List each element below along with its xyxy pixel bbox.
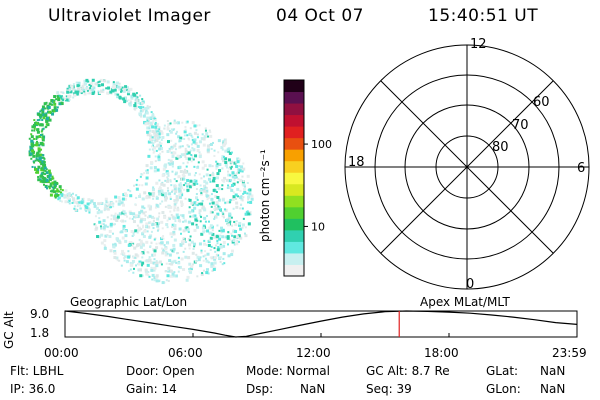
colorbar-segment xyxy=(284,91,304,104)
y-tick-bottom: 1.8 xyxy=(30,326,50,340)
gain-status: Gain: 14 xyxy=(126,382,177,396)
auroral-image xyxy=(28,78,254,285)
y-tick-top: 9.0 xyxy=(30,307,50,321)
glat-value: NaN xyxy=(540,364,566,378)
apex-title: Apex MLat/MLT xyxy=(420,295,510,309)
mlat-label: 60 xyxy=(533,95,550,110)
colorbar-segment xyxy=(284,264,304,277)
colorbar-unit-label: photon cm⁻²s⁻¹ xyxy=(258,149,272,242)
dsp-label: Dsp: xyxy=(246,382,274,396)
mlat-label: 70 xyxy=(512,118,529,133)
door-status: Door: Open xyxy=(126,364,195,378)
color-bar: 100 10 xyxy=(283,79,332,277)
colorbar-frame xyxy=(283,79,305,277)
x-tick-1: 06:00 xyxy=(168,346,203,360)
flt-status: Flt: LBHL xyxy=(10,364,64,378)
x-tick-2: 12:00 xyxy=(296,346,331,360)
mlt-label: 0 xyxy=(466,277,474,292)
colorbar-segment xyxy=(284,103,304,116)
colorbar-segment xyxy=(284,149,304,162)
glat-label: GLat: xyxy=(486,364,519,378)
x-tick-4: 23:59 xyxy=(552,346,587,360)
altitude-timeline xyxy=(64,310,578,338)
dsp-value: NaN xyxy=(300,382,326,396)
mlt-label: 6 xyxy=(577,161,585,176)
mode-status: Mode: Normal xyxy=(246,364,330,378)
colorbar-segment xyxy=(284,218,304,231)
geographic-title: Geographic Lat/Lon xyxy=(70,295,188,309)
colorbar-segment xyxy=(284,137,304,150)
colorbar-segment xyxy=(284,80,304,93)
ip-status: IP: 36.0 xyxy=(10,382,56,396)
gc-alt-axis-label: GC Alt xyxy=(2,311,16,349)
instrument-title: Ultraviolet Imager xyxy=(48,6,211,26)
glon-value: NaN xyxy=(540,382,566,396)
colorbar-segment xyxy=(284,195,304,208)
colorbar-segment xyxy=(284,241,304,254)
colorbar-segment xyxy=(284,252,304,265)
date-label: 04 Oct 07 xyxy=(276,6,364,26)
colorbar-segment xyxy=(284,172,304,185)
colorbar-segment xyxy=(284,206,304,219)
aurora-pixels xyxy=(28,78,254,285)
colorbar-segment xyxy=(284,126,304,139)
colorbar-tick-label: 10 xyxy=(311,220,325,233)
mlat-label: 80 xyxy=(492,140,509,155)
mlt-label: 12 xyxy=(470,37,487,52)
x-tick-0: 00:00 xyxy=(44,346,79,360)
seq-status: Seq: 39 xyxy=(366,382,412,396)
gc-alt-curve xyxy=(64,310,578,338)
gc-alt-status: GC Alt: 8.7 Re xyxy=(366,364,450,378)
colorbar-segment xyxy=(284,160,304,173)
mlt-label: 18 xyxy=(348,155,365,170)
colorbar-segment xyxy=(284,183,304,196)
colorbar-segment xyxy=(284,114,304,127)
colorbar-tick-label: 100 xyxy=(311,138,332,151)
x-tick-3: 18:00 xyxy=(424,346,459,360)
glon-label: GLon: xyxy=(486,382,521,396)
colorbar-segment xyxy=(284,229,304,242)
time-label: 15:40:51 UT xyxy=(428,6,539,26)
grid-line-diag xyxy=(380,80,554,254)
